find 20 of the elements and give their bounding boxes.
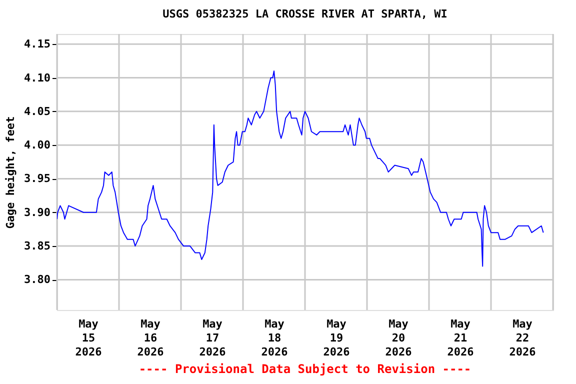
chart-title: USGS 05382325 LA CROSSE RIVER AT SPARTA, WI xyxy=(162,7,448,20)
line-series xyxy=(57,70,544,267)
x-tick-label: May 17 2026 xyxy=(199,318,226,358)
y-tick-label: 4.05 xyxy=(24,104,50,118)
y-axis-title: Gage height, feet xyxy=(4,116,18,229)
x-tick-label: May 22 2026 xyxy=(509,318,536,358)
y-tick-label: 3.90 xyxy=(24,206,50,219)
x-tick-label: May 18 2026 xyxy=(261,318,288,358)
y-tick-label: 4.15 xyxy=(24,38,50,51)
x-tick-label: May 20 2026 xyxy=(385,318,412,358)
y-tick-label: 4.10 xyxy=(24,71,50,84)
x-tick-label: May 15 2026 xyxy=(75,318,102,358)
x-tick-label: May 16 2026 xyxy=(137,318,164,358)
text: ---- Provisional Data Subject to Revision ---- xyxy=(138,362,472,376)
x-tick-label: May 21 2026 xyxy=(447,318,474,358)
y-tick-label: 3.85 xyxy=(24,240,50,253)
y-tick-label: 3.80 xyxy=(24,273,50,286)
y-tick-label: 4.00 xyxy=(24,138,50,152)
x-tick-label: May 19 2026 xyxy=(323,318,350,358)
y-tick-label: 3.95 xyxy=(24,172,50,186)
